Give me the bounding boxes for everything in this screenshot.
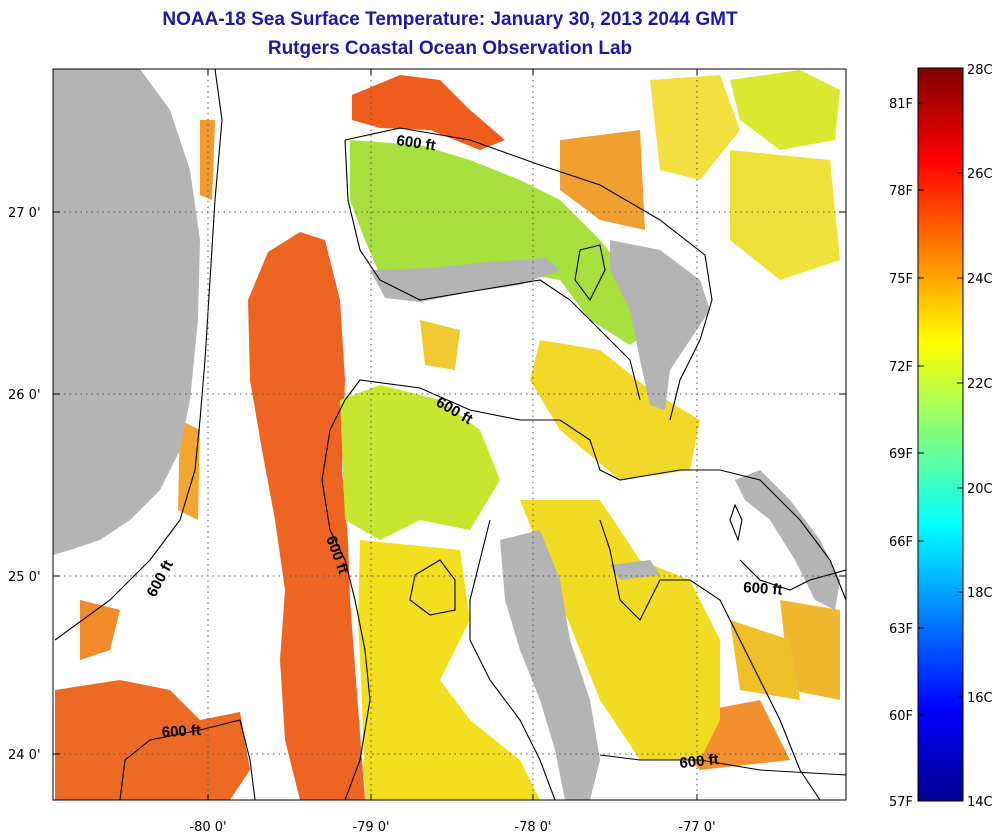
lon-tick-label: -77 0' <box>678 820 715 835</box>
axis-ticks <box>53 69 846 800</box>
lon-tick-label: -79 0' <box>352 820 389 835</box>
colorbar-f-label: 78F <box>889 184 913 199</box>
map-subtitle: Rutgers Coastal Ocean Observation Lab <box>267 38 633 59</box>
colorbar-f-ticks <box>918 102 924 716</box>
gulf-stream-warm-band <box>248 232 365 800</box>
colorbar-c-label: 28C <box>967 63 993 78</box>
contour-label: 600 ft <box>743 579 783 599</box>
lat-tick-label: 24 0' <box>8 748 41 763</box>
map-title: NOAA-18 Sea Surface Temperature: January… <box>162 9 738 30</box>
colorbar-c-label: 16C <box>967 691 993 706</box>
contour-label: 600 ft <box>395 132 436 154</box>
contour-label: 600 ft <box>161 722 201 741</box>
colorbar-c-label: 14C <box>967 795 993 810</box>
abaco-land <box>610 240 710 410</box>
andros-land <box>500 530 600 800</box>
grand-bahama-land <box>370 258 560 302</box>
eleuthera-land <box>735 470 840 610</box>
lat-tick-label: 27 0' <box>8 206 41 221</box>
colorbar-c-label: 24C <box>967 272 993 287</box>
warm-patch-north <box>352 75 505 150</box>
depth-contours <box>54 69 846 800</box>
colorbar-f-label: 63F <box>889 622 913 637</box>
colorbar-c-label: 22C <box>967 377 993 392</box>
colorbar-c-label: 20C <box>967 482 993 497</box>
colorbar-c-ticks <box>957 172 963 698</box>
lat-tick-label: 26 0' <box>8 388 41 403</box>
temperature-colorbar <box>917 67 964 802</box>
colorbar-f-label: 66F <box>889 535 913 550</box>
colorbar-f-label: 72F <box>889 360 913 375</box>
colorbar-c-label: 26C <box>967 167 993 182</box>
colorbar-f-label: 75F <box>889 272 913 287</box>
little-bahama-bank-green <box>350 140 650 345</box>
map-plot-area <box>53 69 846 800</box>
lat-tick-label: 25 0' <box>8 570 41 585</box>
colorbar-f-label: 60F <box>889 709 913 724</box>
colorbar-f-label: 69F <box>889 447 913 462</box>
graticule <box>53 69 846 800</box>
florida-land <box>53 69 200 555</box>
colorbar-f-label: 57F <box>889 795 913 810</box>
contour-label: 600 ft <box>679 751 720 772</box>
colorbar-f-label: 81F <box>889 97 913 112</box>
lon-tick-label: -78 0' <box>514 820 551 835</box>
map-frame <box>52 68 847 801</box>
lon-tick-label: -80 0' <box>189 820 226 835</box>
colorbar-c-label: 18C <box>967 586 993 601</box>
